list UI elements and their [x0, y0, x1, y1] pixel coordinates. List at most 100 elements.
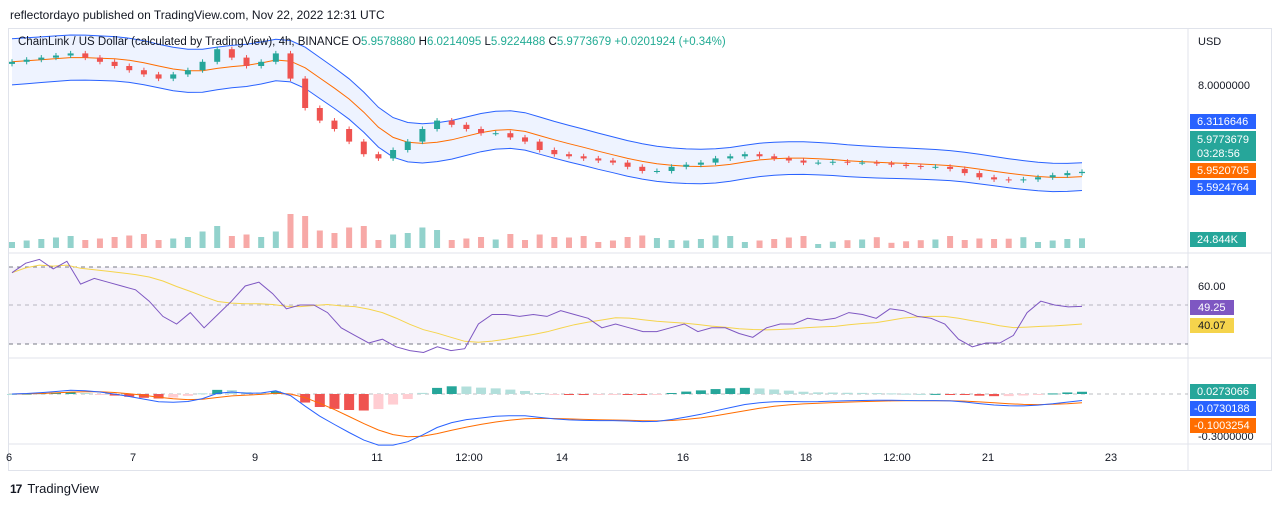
- candle-body: [449, 121, 455, 125]
- macd-histogram-bar: [564, 394, 574, 395]
- volume-bar: [610, 241, 616, 249]
- volume-bar: [698, 239, 704, 248]
- volume-bar: [771, 239, 777, 248]
- volume-bar: [478, 237, 484, 248]
- candle-body: [375, 154, 381, 158]
- candle-body: [244, 58, 250, 66]
- macd-histogram-bar: [828, 393, 838, 394]
- volume-bar: [932, 240, 938, 249]
- tag-rsi-ma-text: 40.07: [1198, 320, 1226, 332]
- macd-histogram-bar: [417, 393, 427, 394]
- candle-body: [24, 60, 30, 62]
- candle-body: [932, 167, 938, 168]
- volume-bar: [112, 237, 118, 248]
- volume-bar: [126, 236, 132, 249]
- candle-body: [1006, 179, 1012, 180]
- close-label: C: [549, 36, 557, 48]
- macd-histogram-bar: [491, 388, 501, 394]
- candle-body: [82, 53, 88, 57]
- candle-body: [258, 62, 264, 66]
- candle-body: [522, 137, 528, 141]
- volume-bar: [1035, 242, 1041, 248]
- tag-rsi-text: 49.25: [1198, 302, 1226, 314]
- volume-bar: [53, 238, 59, 249]
- candle-body: [537, 142, 543, 150]
- volume-bar: [918, 240, 924, 248]
- macd-histogram-bar: [637, 394, 647, 395]
- volume-bar: [844, 240, 850, 248]
- symbol-legend[interactable]: ChainLink / US Dollar (calculated by Tra…: [18, 36, 726, 48]
- chart-svg[interactable]: USD 8.0000000 60.00 -0.3000000 6.3116646…: [0, 0, 1280, 506]
- macd-histogram-bar: [652, 394, 662, 395]
- volume-bar: [1064, 239, 1070, 248]
- volume-bar: [947, 236, 953, 248]
- candle-body: [844, 162, 850, 163]
- x-tick-label: 23: [1105, 452, 1117, 464]
- x-tick-label: 11: [371, 452, 382, 464]
- macd-histogram-bar: [359, 394, 369, 411]
- x-tick-label: 9: [252, 452, 258, 464]
- candle-body: [727, 156, 733, 158]
- candle-body: [859, 163, 865, 164]
- volume-bar: [727, 236, 733, 248]
- candle-body: [595, 158, 601, 160]
- candle-body: [713, 158, 719, 162]
- volume-bar: [830, 242, 836, 248]
- candle-body: [200, 62, 206, 70]
- tag-macd-line-text: -0.0730188: [1194, 403, 1250, 415]
- tag-bb-upper-text: 6.3116646: [1197, 116, 1248, 128]
- candle-body: [742, 154, 748, 156]
- candle-body: [801, 161, 807, 163]
- candle-body: [9, 62, 15, 64]
- symbol-name: ChainLink / US Dollar (calculated by Tra…: [18, 36, 349, 48]
- volume-bar: [405, 233, 411, 248]
- candle-body: [874, 163, 880, 164]
- volume-bar: [302, 216, 308, 248]
- candle-body: [757, 154, 763, 156]
- macd-histogram-bar: [1048, 393, 1058, 394]
- candle-body: [493, 133, 499, 134]
- macd-histogram-bar: [198, 393, 208, 394]
- macd-histogram-bar: [872, 393, 882, 394]
- rsi-axis-label: 60.00: [1198, 281, 1226, 293]
- x-axis-ticks: 6 7 9 11 12:00 14 16 18 12:00 21 23: [6, 452, 1117, 464]
- volume-bar: [757, 241, 763, 249]
- change-value: +0.0201924 (+0.34%): [614, 36, 725, 48]
- macd-histogram-bar: [520, 391, 530, 394]
- candle-body: [53, 56, 59, 58]
- macd-histogram-bar: [373, 394, 383, 409]
- macd-histogram-bar: [916, 394, 926, 395]
- macd-histogram-bar: [1062, 392, 1072, 394]
- candle-body: [463, 125, 469, 129]
- high-label: H: [419, 36, 427, 48]
- macd-histogram-bar: [784, 391, 794, 394]
- volume-bar: [38, 239, 44, 248]
- candle-body: [669, 167, 675, 171]
- footer-brand[interactable]: 17 TradingView: [10, 481, 99, 496]
- volume-bar: [361, 226, 367, 248]
- volume-bar: [170, 239, 176, 249]
- volume-bar: [1050, 241, 1056, 249]
- open-label: O: [352, 36, 361, 48]
- volume-bar: [68, 236, 74, 248]
- macd-histogram-bar: [711, 389, 721, 394]
- volume-bar: [537, 235, 543, 249]
- volume-bar: [874, 237, 880, 248]
- candle-body: [962, 169, 968, 173]
- volume-bar: [742, 242, 748, 248]
- volume-bar: [683, 241, 689, 249]
- volume-bar: [244, 235, 250, 249]
- macd-histogram-bar: [447, 386, 457, 394]
- macd-histogram-bar: [403, 394, 413, 399]
- close-value: 5.9773679: [557, 36, 611, 48]
- candle-body: [698, 163, 704, 165]
- candle-body: [581, 156, 587, 158]
- macd-histogram-bar: [769, 389, 779, 394]
- candle-body: [287, 53, 293, 78]
- volume-bar: [815, 244, 821, 248]
- candle-body: [1035, 177, 1041, 179]
- candle-body: [302, 79, 308, 108]
- candle-body: [405, 142, 411, 150]
- macd-histogram-bar: [755, 388, 765, 394]
- macd-histogram-bar: [681, 392, 691, 394]
